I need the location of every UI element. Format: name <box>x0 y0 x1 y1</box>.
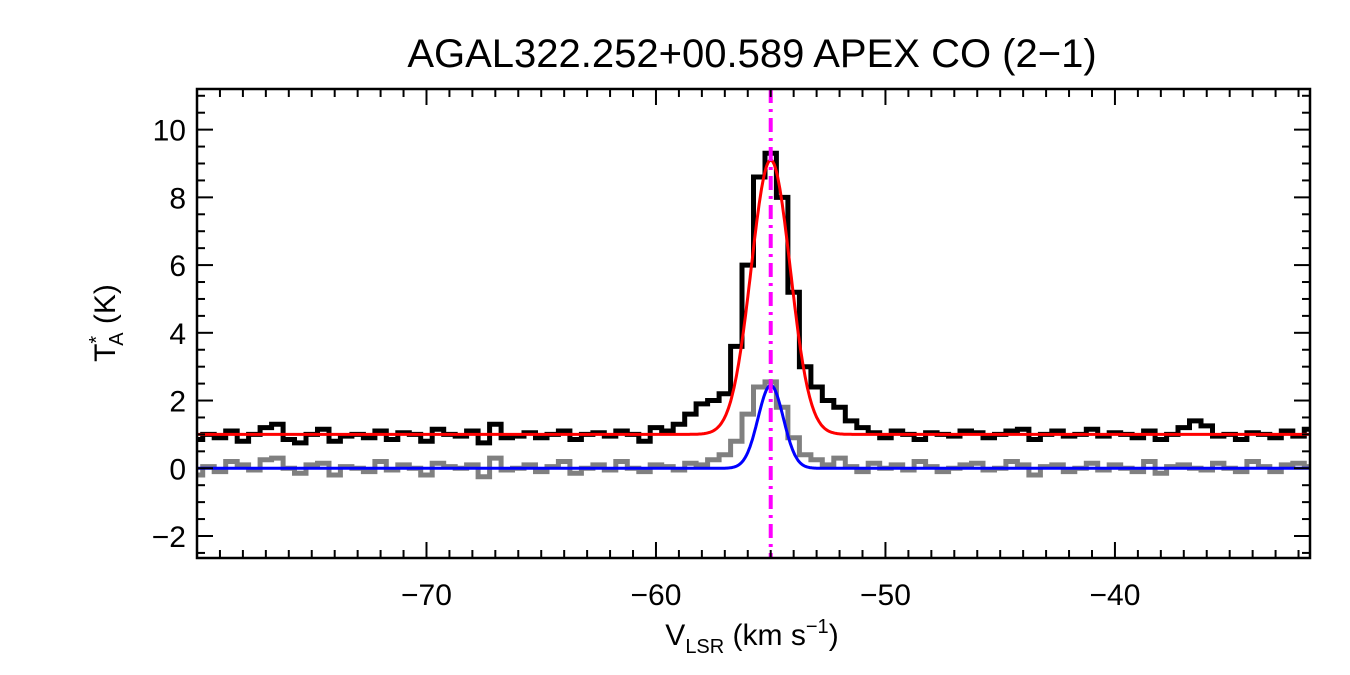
x-tick-label: −70 <box>401 579 452 612</box>
tick-labels-layer: −70 −60 −50 −40 −2 0 2 4 6 8 10 <box>152 115 1141 612</box>
series-layer <box>197 89 1310 558</box>
chart-title: AGAL322.252+00.589 APEX CO (2−1) <box>407 32 1096 76</box>
y-tick-label: 8 <box>169 182 186 215</box>
ticks-layer <box>197 89 1310 558</box>
y-tick-label: 4 <box>169 318 186 351</box>
y-tick-label: 2 <box>169 386 186 419</box>
x-axis-label: VLSR (km s−1) <box>665 616 838 658</box>
x-tick-label: −40 <box>1089 579 1140 612</box>
x-tick-label: −60 <box>631 579 682 612</box>
y-tick-label: −2 <box>152 521 186 554</box>
y-axis-label: T*A (K) <box>86 284 128 362</box>
x-tick-label: −50 <box>860 579 911 612</box>
plot-frame <box>195 87 1312 560</box>
gaussian-fit-line-3 <box>197 383 1310 470</box>
y-tick-label: 0 <box>169 453 186 486</box>
gaussian-fit-line-2 <box>197 158 1310 436</box>
y-tick-label: 6 <box>169 250 186 283</box>
y-tick-label: 10 <box>153 115 186 148</box>
